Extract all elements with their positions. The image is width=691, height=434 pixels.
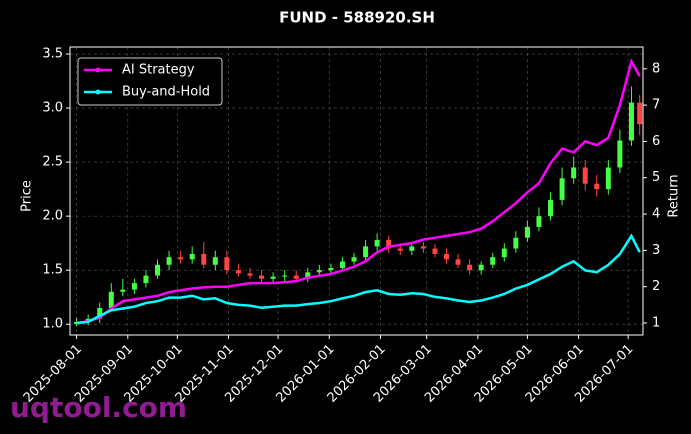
y-axis-label: Price: [20, 180, 35, 212]
candle-body: [143, 275, 149, 284]
candle-body: [235, 270, 241, 274]
candle-body: [478, 264, 484, 271]
candle-body: [108, 291, 114, 308]
candle-body: [548, 199, 554, 217]
candle-body: [605, 167, 611, 190]
candle-body: [571, 167, 577, 179]
line-series: [76, 233, 641, 325]
chart-title: FUND - 588920.SH: [279, 9, 435, 27]
candle-body: [397, 248, 403, 251]
candle-body: [582, 167, 588, 184]
candle-body: [166, 257, 172, 265]
candle-body: [178, 257, 184, 260]
candle-body: [131, 283, 137, 290]
candle-body: [490, 257, 496, 265]
plot-frame: [69, 46, 644, 336]
candle-body: [637, 102, 643, 125]
candle-body: [270, 276, 276, 279]
legend: AI Strategy Buy-and-Hold: [77, 57, 223, 106]
legend-label: AI Strategy: [122, 63, 195, 78]
candle-body: [282, 275, 288, 277]
y2-tick-label: 4: [652, 207, 660, 222]
legend-marker: [95, 67, 101, 73]
y2-tick-label: 5: [652, 170, 660, 185]
candle-body: [386, 239, 392, 249]
legend-marker: [95, 89, 101, 95]
candle-body: [536, 216, 542, 227]
candle-body: [432, 248, 438, 254]
y-tick-label: 3.5: [42, 47, 63, 62]
y-tick-label: 1.0: [42, 317, 63, 332]
candle-body: [363, 246, 369, 258]
candle-body: [74, 322, 80, 325]
watermark: uqtool.com: [10, 391, 187, 424]
y2-tick-label: 6: [652, 134, 660, 149]
y2-tick-label: 3: [652, 243, 660, 258]
candle-body: [247, 273, 253, 276]
candle-body: [594, 183, 600, 190]
y2-axis-label: Return: [667, 174, 682, 217]
candle-body: [328, 267, 334, 271]
candle-body: [189, 253, 195, 260]
candle-body: [97, 307, 103, 319]
candle-body: [455, 259, 461, 265]
candle-body: [339, 261, 345, 268]
candle-body: [559, 178, 565, 200]
candle-body: [351, 257, 357, 262]
candle-body: [212, 257, 218, 265]
y-tick-label: 3.0: [42, 101, 63, 116]
legend-label: Buy-and-Hold: [122, 85, 210, 100]
candle-body: [443, 253, 449, 260]
line-series: [76, 58, 641, 325]
candle-body: [155, 264, 161, 276]
y2-tick-label: 1: [652, 316, 660, 331]
candle-body: [513, 237, 519, 249]
candle-body: [259, 275, 265, 279]
y-tick-label: 1.5: [42, 263, 63, 278]
candle-body: [467, 264, 473, 271]
candle-body: [628, 102, 634, 141]
candle-body: [293, 275, 299, 279]
candle-body: [617, 140, 623, 168]
candle-body: [524, 226, 530, 238]
y2-tick-label: 2: [652, 279, 660, 294]
candle-body: [316, 270, 322, 273]
candle-body: [120, 289, 126, 292]
y-tick-label: 2.0: [42, 209, 63, 224]
y2-tick-label: 8: [652, 61, 660, 76]
candle-body: [374, 239, 380, 247]
y-tick-label: 2.5: [42, 155, 63, 170]
candle-body: [501, 248, 507, 258]
candle-body: [305, 272, 311, 279]
candle-body: [224, 257, 230, 271]
candle-body: [420, 246, 426, 249]
y2-tick-label: 7: [652, 98, 660, 113]
legend-box: [77, 57, 223, 106]
candle-body: [409, 246, 415, 251]
candle-body: [201, 253, 207, 265]
